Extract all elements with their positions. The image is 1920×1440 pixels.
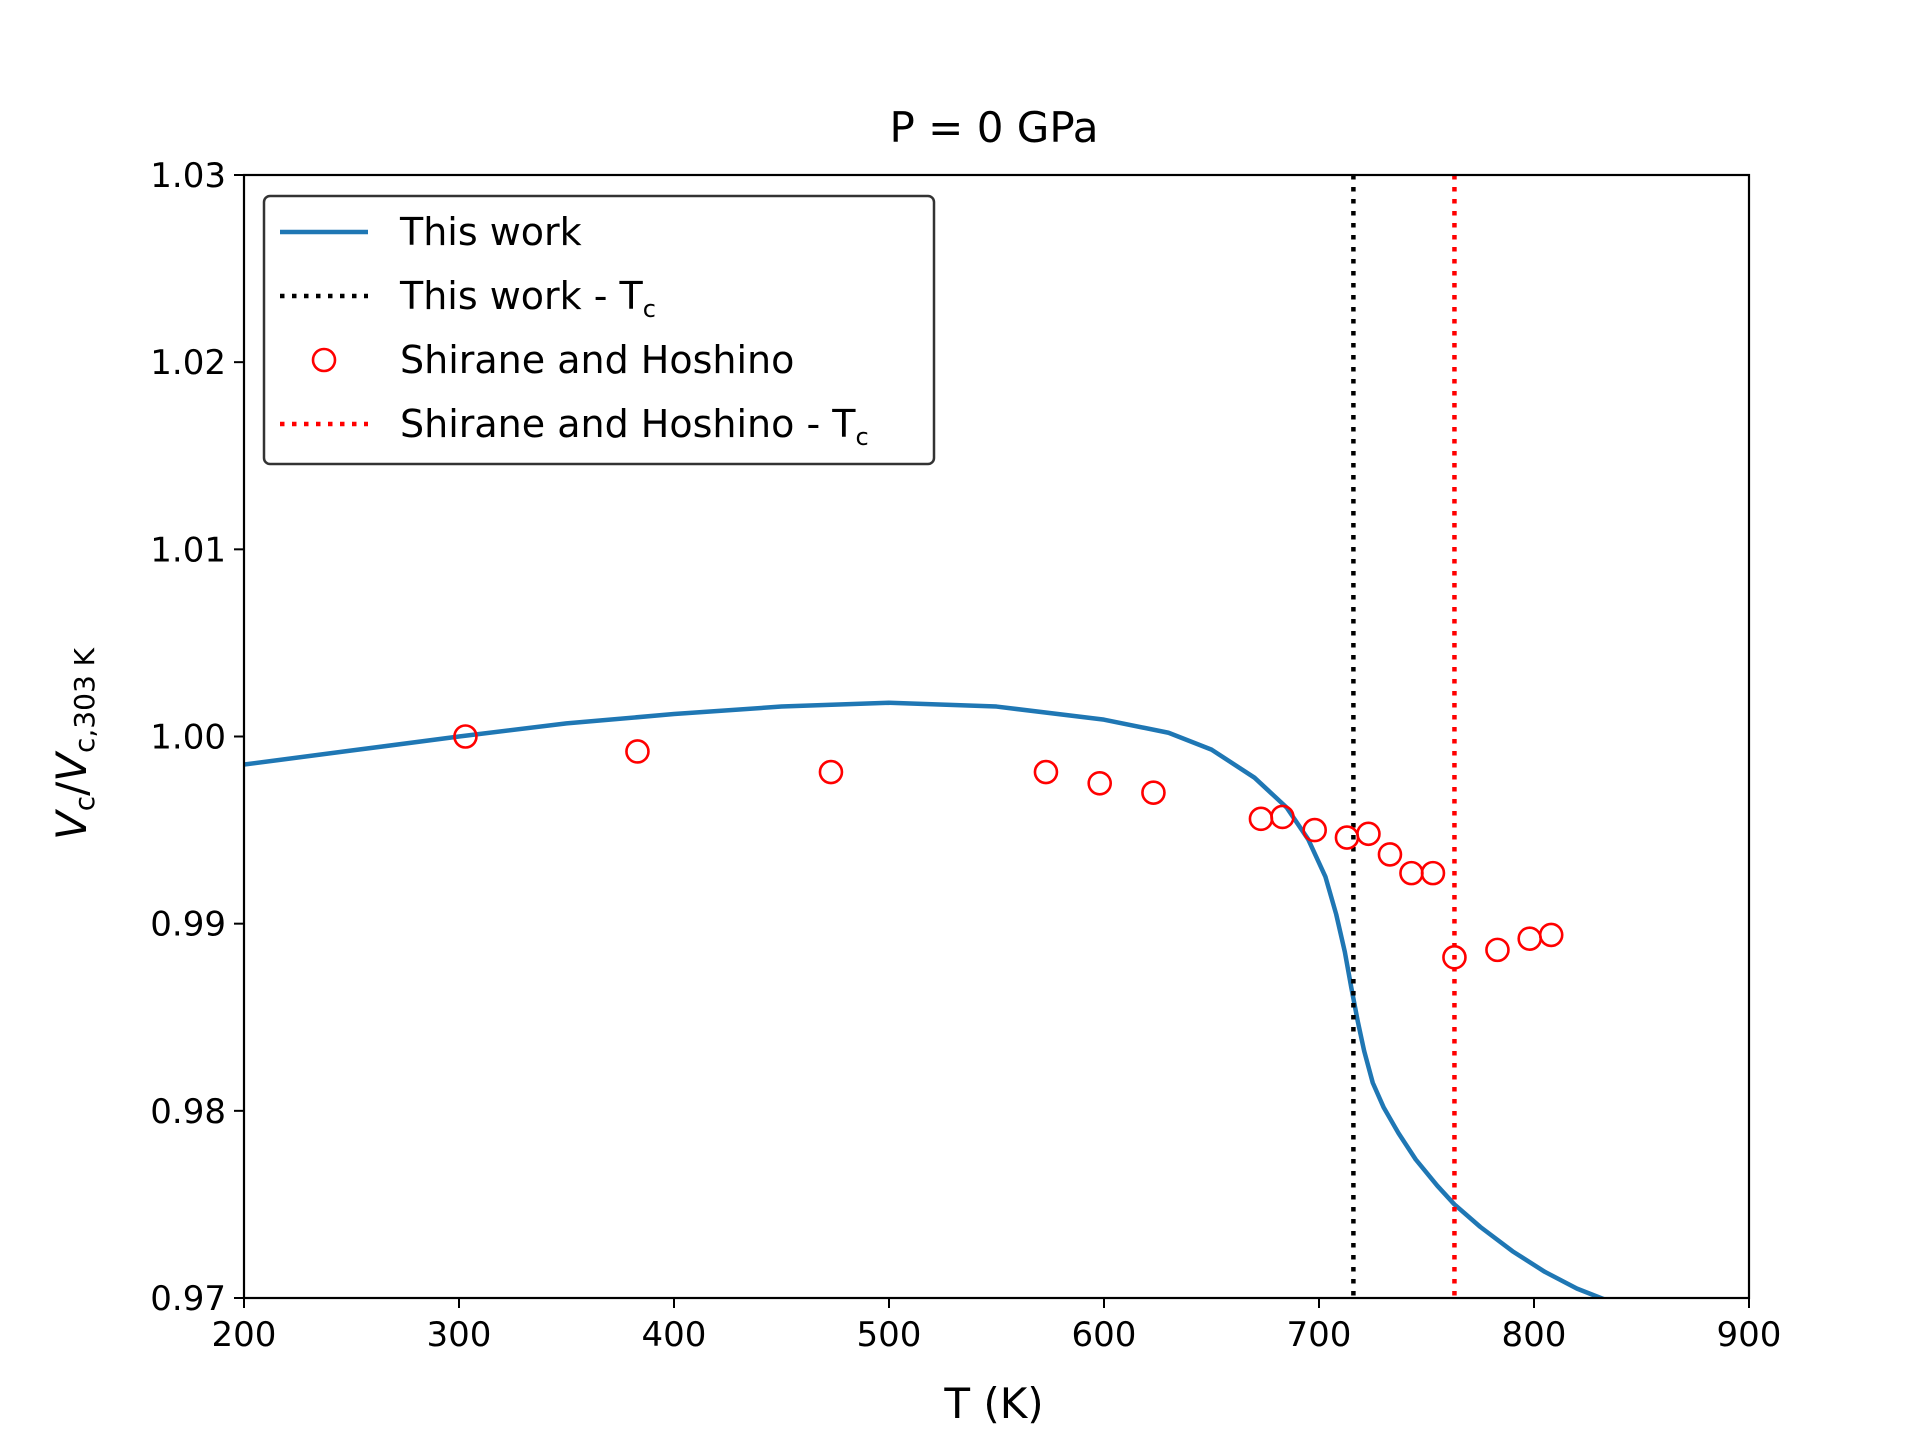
y-tick-label: 1.02 [150, 343, 226, 383]
data-point [1302, 817, 1327, 843]
data-point [1420, 860, 1446, 886]
data-point [453, 724, 478, 749]
x-tick-label: 500 [857, 1315, 922, 1355]
legend-swatch-marker [311, 347, 337, 373]
y-tick-label: 0.98 [150, 1092, 226, 1132]
x-tick-label: 400 [642, 1315, 707, 1355]
data-point [1442, 945, 1467, 970]
x-axis-label: T (K) [943, 1379, 1043, 1428]
legend: This work This work - Tc Shirane and Hoshi… [262, 194, 936, 466]
data-point [1087, 770, 1112, 796]
plot-content [244, 175, 1608, 1298]
legend-item: This work [280, 210, 582, 254]
legend-label: This work - Tc [399, 274, 656, 323]
data-point [1141, 780, 1166, 805]
series-line-this-work [244, 700, 1608, 1298]
x-tick-label: 200 [212, 1315, 277, 1355]
y-tick-label: 1.00 [150, 718, 226, 758]
data-point [1356, 821, 1381, 847]
x-tick-label: 700 [1287, 1315, 1352, 1355]
legend-item: Shirane and Hoshino - Tc [280, 402, 869, 451]
legend-label: Shirane and Hoshino [400, 338, 794, 382]
x-tick-label: 900 [1717, 1315, 1782, 1355]
legend-label: Shirane and Hoshino - Tc [400, 402, 869, 451]
axis-ticks: 200 300 400 500 600 700 800 900 0.97 0.98 0.99 1.00… [150, 156, 1781, 1355]
data-point [625, 739, 650, 764]
data-point [1033, 759, 1059, 785]
legend-item: This work - Tc [280, 274, 656, 323]
x-tick-label: 600 [1072, 1315, 1137, 1355]
chart-title: P = 0 GPa [889, 103, 1098, 152]
y-tick-label: 1.03 [150, 156, 226, 196]
data-point [1485, 937, 1510, 963]
data-point [1538, 922, 1564, 948]
y-tick-label: 0.97 [150, 1279, 226, 1319]
x-tick-label: 300 [427, 1315, 492, 1355]
legend-label: This work [399, 210, 582, 254]
data-point [818, 759, 844, 785]
y-axis-label: Vc/Vc,303 K [47, 647, 101, 840]
data-point [1377, 842, 1403, 867]
data-point [1270, 804, 1295, 830]
y-tick-label: 0.99 [150, 905, 226, 945]
x-tick-label: 800 [1502, 1315, 1567, 1355]
legend-box [262, 194, 936, 466]
y-tick-label: 1.01 [150, 530, 226, 570]
legend-item: Shirane and Hoshino [311, 338, 794, 382]
